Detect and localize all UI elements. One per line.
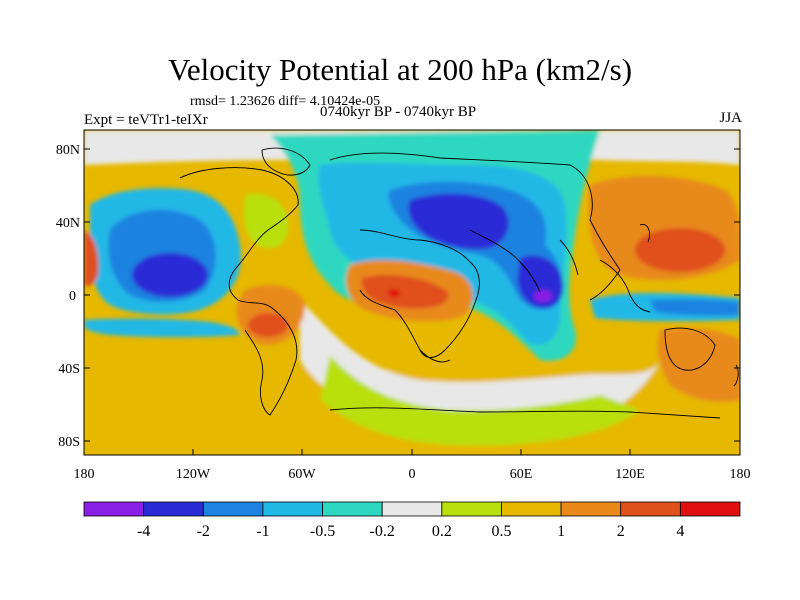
chart-title: Velocity Potential at 200 hPa (km2/s) <box>167 52 633 87</box>
period-label: 0740kyr BP - 0740kyr BP <box>320 104 477 120</box>
colorbar-swatch <box>620 501 681 517</box>
experiment-label: Expt = teVTr1-teIXr <box>84 112 208 128</box>
x-tick-label: 180 <box>74 467 95 482</box>
y-tick-label: 40N <box>56 216 80 231</box>
y-tick-label: 40S <box>58 362 80 377</box>
x-tick-label: 0 <box>409 467 416 482</box>
colorbar-label: 0.5 <box>491 523 511 540</box>
x-tick-label: 120W <box>176 467 211 482</box>
colorbar-swatch <box>501 501 562 517</box>
y-tick-label: 0 <box>69 289 76 304</box>
colorbar-label: -1 <box>256 523 269 540</box>
x-tick-label: 180 <box>730 467 751 482</box>
colorbar-swatch <box>560 501 622 517</box>
stats-line: rmsd= 1.23626 diff= 4.10424e-05 <box>190 94 381 109</box>
colorbar-swatch <box>679 501 741 517</box>
colorbar-label: 4 <box>676 523 684 540</box>
colorbar-swatch <box>143 501 204 517</box>
y-tick-label: 80N <box>56 143 80 158</box>
colorbar-label: -4 <box>137 523 150 540</box>
x-tick-label: 60E <box>510 467 533 482</box>
colorbar-swatch <box>441 501 502 517</box>
x-tick-label: 120E <box>615 467 645 482</box>
y-tick-label: 80S <box>58 435 80 450</box>
coastlines <box>179 147 739 419</box>
colorbar-label: 2 <box>617 523 625 540</box>
colorbar-swatch <box>322 501 383 517</box>
colorbar-label: 0.2 <box>432 523 452 540</box>
x-axis-ticks <box>83 449 741 455</box>
colorbar-label: -0.2 <box>370 523 395 540</box>
colorbar-label: -0.5 <box>310 523 335 540</box>
colorbar-swatch <box>262 501 323 517</box>
y-axis-ticks <box>84 148 740 442</box>
colorbar-swatch <box>202 501 264 517</box>
velocity-potential-field <box>84 130 740 455</box>
colorbar-label: -2 <box>197 523 210 540</box>
colorbar-labels: -4 -2 -1 -0.5 -0.2 0.2 0.5 1 2 4 <box>137 523 684 540</box>
colorbar-swatch <box>381 501 443 517</box>
colorbar-swatch <box>83 501 145 517</box>
colorbar <box>83 501 741 517</box>
x-tick-label: 60W <box>288 467 316 482</box>
season-label: JJA <box>719 110 742 126</box>
colorbar-label: 1 <box>557 523 565 540</box>
